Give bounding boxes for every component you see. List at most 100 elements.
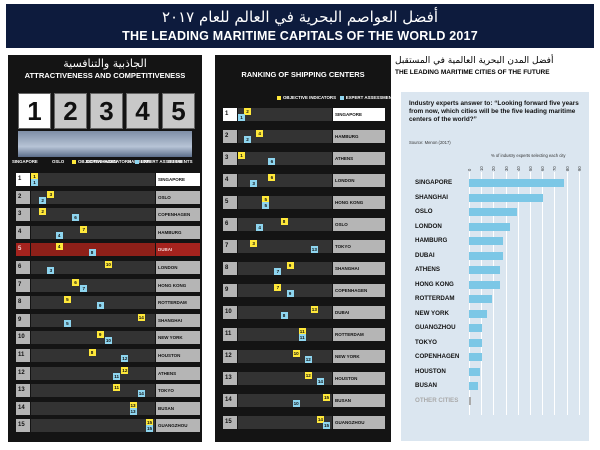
- objective-marker: 13: [129, 401, 137, 409]
- city-label: SINGAPORE: [156, 173, 200, 186]
- expert-marker: 14: [316, 378, 324, 385]
- x-tick-label: 0: [467, 168, 472, 171]
- objective-marker: 14: [316, 416, 324, 423]
- expert-marker: 1: [238, 114, 245, 121]
- bar: [469, 396, 472, 405]
- indicator-track: [31, 278, 155, 292]
- bar-category-label: COPENHAGEN: [415, 353, 460, 360]
- objective-marker: 2: [39, 208, 47, 216]
- objective-marker: 8: [88, 349, 96, 356]
- objective-legend-swatch: [72, 159, 76, 164]
- rank-number: 3: [16, 208, 30, 222]
- objective-marker: 1: [238, 152, 245, 159]
- rank-number: 10: [16, 331, 30, 345]
- top5-rank-box: 4: [126, 93, 159, 129]
- bar-category-label: SHANGHAI: [415, 193, 449, 201]
- ranking-row: 6 LONDON 10 3: [16, 261, 200, 274]
- rank-number: 11: [223, 328, 237, 341]
- bar-category-label: HAMBURG: [415, 237, 448, 244]
- expert-marker: 8: [88, 249, 96, 257]
- top5-rank-box: 1: [18, 93, 51, 129]
- rank-number: 6: [16, 261, 30, 274]
- panel3-title-ar: أفضل المدن البحرية العالمية في المستقبل: [395, 56, 554, 66]
- city-skyline-image: [18, 131, 192, 157]
- city-label: DUBAI: [333, 306, 385, 319]
- bar-category-label: DUBAI: [415, 251, 435, 259]
- top5-city-caption: HAMBURG: [128, 159, 151, 164]
- objective-marker: 9: [96, 331, 104, 339]
- objective-marker: 1: [31, 173, 38, 180]
- panel1-title-ar: الجاذبية والتنافسية: [63, 57, 147, 70]
- bar: [469, 208, 517, 216]
- ranking-row: 4 HAMBURG 7 4: [16, 225, 200, 239]
- rank-number: 13: [223, 372, 237, 385]
- city-label: SHANGHAI: [333, 262, 385, 275]
- objective-marker: 15: [323, 394, 330, 401]
- x-axis-title: % of industry experts selecting each cit…: [491, 153, 566, 158]
- indicator-track: [31, 173, 155, 186]
- expert-marker: 9: [286, 290, 294, 297]
- city-label: BUSAN: [156, 401, 200, 415]
- ranking-row: 1 SINGAPORE 1 1: [16, 173, 200, 186]
- objective-marker: 6: [268, 174, 276, 181]
- gridline: [530, 172, 531, 415]
- city-label: TOKYO: [333, 240, 385, 253]
- expert-marker: 6: [268, 158, 276, 165]
- bar-category-label: BUSAN: [415, 382, 438, 389]
- header-title-en: THE LEADING MARITIME CAPITALS OF THE WOR…: [122, 29, 478, 43]
- gridline: [469, 172, 470, 415]
- city-label: LONDON: [156, 261, 200, 274]
- bar-category-label: SINGAPORE: [415, 179, 453, 186]
- bar-category-label: OTHER CITIES: [415, 396, 459, 404]
- ranking-row: 11 ROTTERDAM 11 11: [223, 328, 385, 341]
- rank-number: 10: [223, 306, 237, 319]
- bar: [469, 295, 493, 303]
- objective-legend-label: OBJECTIVE INDICATORS: [78, 159, 132, 164]
- bar: [469, 309, 488, 318]
- ranking-row: 5 HONG KONG 5 5: [223, 196, 385, 209]
- indicator-track: [31, 190, 155, 204]
- indicator-track: [238, 284, 332, 297]
- rank-number: 9: [223, 284, 237, 297]
- bar: [469, 280, 500, 289]
- indicator-track: [31, 366, 155, 380]
- bar: [469, 222, 511, 231]
- bar: [469, 251, 504, 260]
- bar: [469, 382, 478, 390]
- top5-city-caption: SINGAPORE: [12, 159, 38, 164]
- x-tick-label: 40: [515, 166, 521, 171]
- bar-category-label: ATHENS: [415, 266, 440, 273]
- top5-rank-box: 3: [90, 93, 123, 129]
- objective-marker: 3: [250, 240, 258, 247]
- expert-marker: 14: [137, 390, 145, 398]
- x-tick-label: 90: [576, 166, 582, 171]
- gridline: [554, 172, 556, 415]
- expert-marker: 8: [280, 312, 288, 319]
- bar: [469, 353, 483, 361]
- city-label: HONG KONG: [156, 278, 200, 292]
- objective-marker: 15: [146, 419, 153, 427]
- expert-marker: 7: [274, 268, 282, 275]
- city-label: BUSAN: [333, 394, 385, 407]
- ranking-row: 14 BUSAN 13 13: [16, 401, 200, 415]
- x-tick-label: 30: [503, 166, 509, 171]
- expert-marker: 13: [310, 246, 318, 253]
- x-tick-label: 60: [540, 166, 546, 171]
- survey-question: Industry experts answer to: “Looking for…: [409, 100, 579, 123]
- indicator-track: [238, 108, 332, 121]
- expert-marker: 9: [96, 302, 104, 310]
- gridline: [481, 172, 483, 415]
- rank-number: 5: [223, 196, 237, 209]
- ranking-row: 8 ROTTERDAM 5 9: [16, 296, 200, 310]
- ranking-row: 6 OSLO 8 4: [223, 218, 385, 231]
- objective-marker: 4: [55, 243, 63, 251]
- expert-marker: 10: [104, 337, 112, 345]
- expert-legend-swatch: [339, 95, 344, 100]
- objective-marker: 8: [280, 218, 288, 225]
- rank-number: 7: [16, 278, 30, 292]
- shipping-centers-panel: RANKING OF SHIPPING CENTERS OBJECTIVE IN…: [215, 55, 398, 442]
- panel2-legend: OBJECTIVE INDICATORS EXPERT ASSESSMENTS: [277, 95, 398, 100]
- ranking-row: 2 OSLO 3 2: [16, 190, 200, 204]
- objective-marker: 11: [113, 384, 121, 392]
- objective-marker: 12: [304, 372, 312, 379]
